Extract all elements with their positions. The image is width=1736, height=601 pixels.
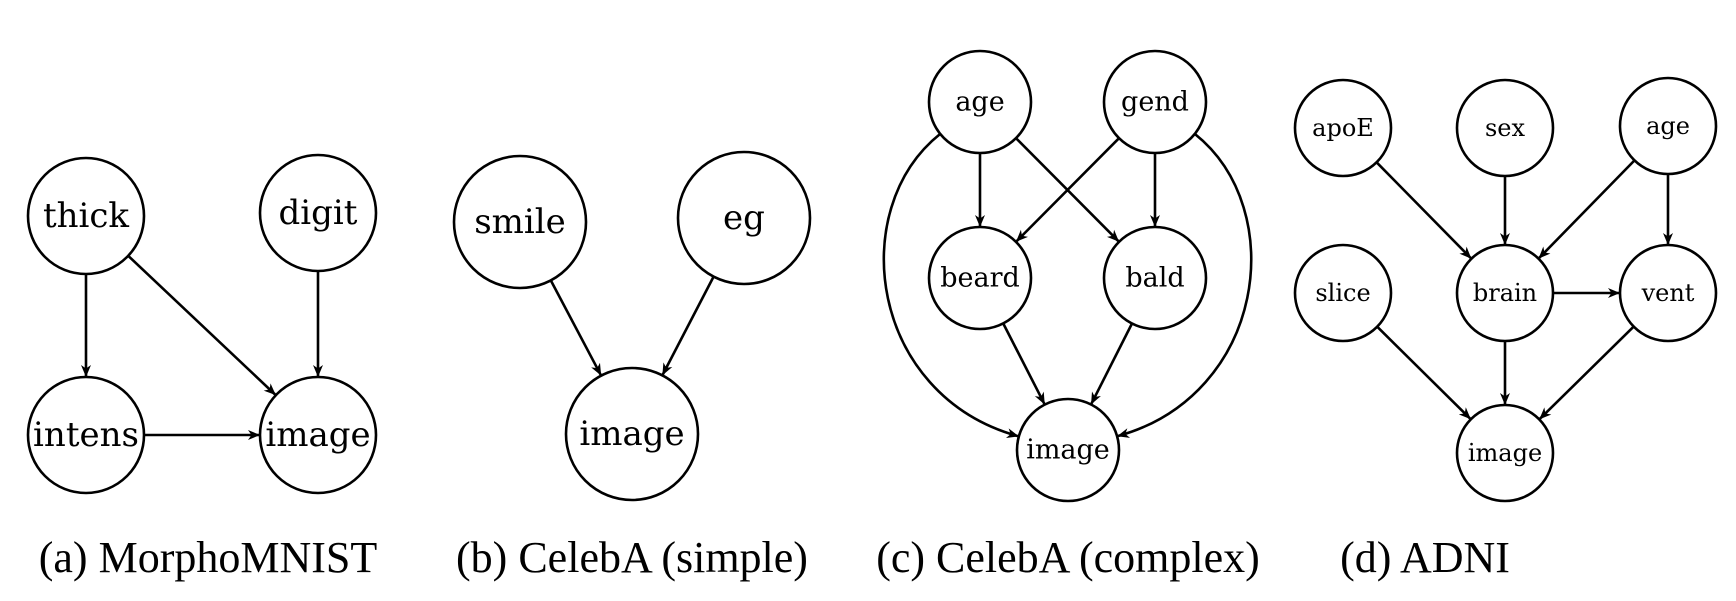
edge-celeba-simple-smile-to-image [551, 280, 601, 374]
node-label-celeba-complex-age: age [955, 87, 1004, 118]
caption-celeba-simple: (b) CelebA (simple) [456, 533, 808, 582]
node-label-adni-sex: sex [1485, 114, 1526, 142]
node-label-celeba-simple-smile: smile [474, 202, 566, 242]
node-adni-apoE: apoE [1295, 80, 1391, 176]
node-morphomnist-intens: intens [28, 377, 144, 493]
node-label-adni-brain: brain [1473, 279, 1537, 307]
caption-adni: (d) ADNI [1340, 533, 1510, 582]
node-label-celeba-complex-image: image [1026, 435, 1110, 466]
node-morphomnist-image: image [260, 377, 376, 493]
node-celeba-complex-bald: bald [1104, 227, 1206, 329]
node-morphomnist-digit: digit [260, 155, 376, 271]
edge-celeba-complex-bald-to-image [1092, 324, 1133, 404]
node-label-celeba-simple-eg: eg [723, 198, 765, 238]
node-label-morphomnist-image: image [265, 415, 370, 455]
node-label-celeba-simple-image: image [579, 414, 684, 454]
node-celeba-complex-image: image [1017, 399, 1119, 501]
node-label-morphomnist-intens: intens [33, 415, 139, 455]
node-adni-slice: slice [1295, 245, 1391, 341]
node-celeba-complex-age: age [929, 51, 1031, 153]
caption-morphomnist: (a) MorphoMNIST [39, 533, 378, 582]
edge-celeba-simple-eg-to-image [663, 277, 714, 375]
node-label-morphomnist-digit: digit [279, 193, 358, 233]
edge-celeba-complex-beard-to-image [1003, 323, 1044, 403]
nodes-layer: thick digit intens image smile eg image age gend… [28, 51, 1716, 501]
node-celeba-complex-gend: gend [1104, 51, 1206, 153]
node-adni-vent: vent [1620, 245, 1716, 341]
node-adni-sex: sex [1457, 80, 1553, 176]
node-adni-brain: brain [1457, 245, 1553, 341]
node-label-adni-apoE: apoE [1312, 114, 1374, 142]
node-morphomnist-thick: thick [28, 158, 144, 274]
node-label-celeba-complex-gend: gend [1121, 87, 1189, 118]
edge-adni-age-to-brain [1539, 160, 1634, 258]
node-label-celeba-complex-beard: beard [940, 263, 1020, 294]
node-label-adni-vent: vent [1641, 279, 1695, 307]
node-label-adni-slice: slice [1315, 279, 1370, 307]
edge-adni-vent-to-image [1540, 327, 1634, 419]
node-celeba-simple-image: image [566, 368, 698, 500]
node-label-adni-image: image [1468, 439, 1542, 467]
edge-morphomnist-thick-to-image [128, 256, 275, 395]
node-adni-age: age [1620, 78, 1716, 174]
node-label-celeba-complex-bald: bald [1125, 263, 1184, 294]
node-celeba-complex-beard: beard [929, 227, 1031, 329]
node-label-adni-age: age [1646, 112, 1690, 140]
edge-adni-slice-to-image [1377, 327, 1470, 419]
caption-celeba-complex: (c) CelebA (complex) [876, 533, 1260, 582]
node-celeba-simple-smile: smile [454, 156, 586, 288]
node-adni-image: image [1457, 405, 1553, 501]
node-label-morphomnist-thick: thick [43, 196, 129, 236]
edge-adni-apoE-to-brain [1377, 162, 1471, 258]
captions-layer: (a) MorphoMNIST (b) CelebA (simple) (c) Ce… [39, 533, 1510, 582]
node-celeba-simple-eg: eg [678, 152, 810, 284]
